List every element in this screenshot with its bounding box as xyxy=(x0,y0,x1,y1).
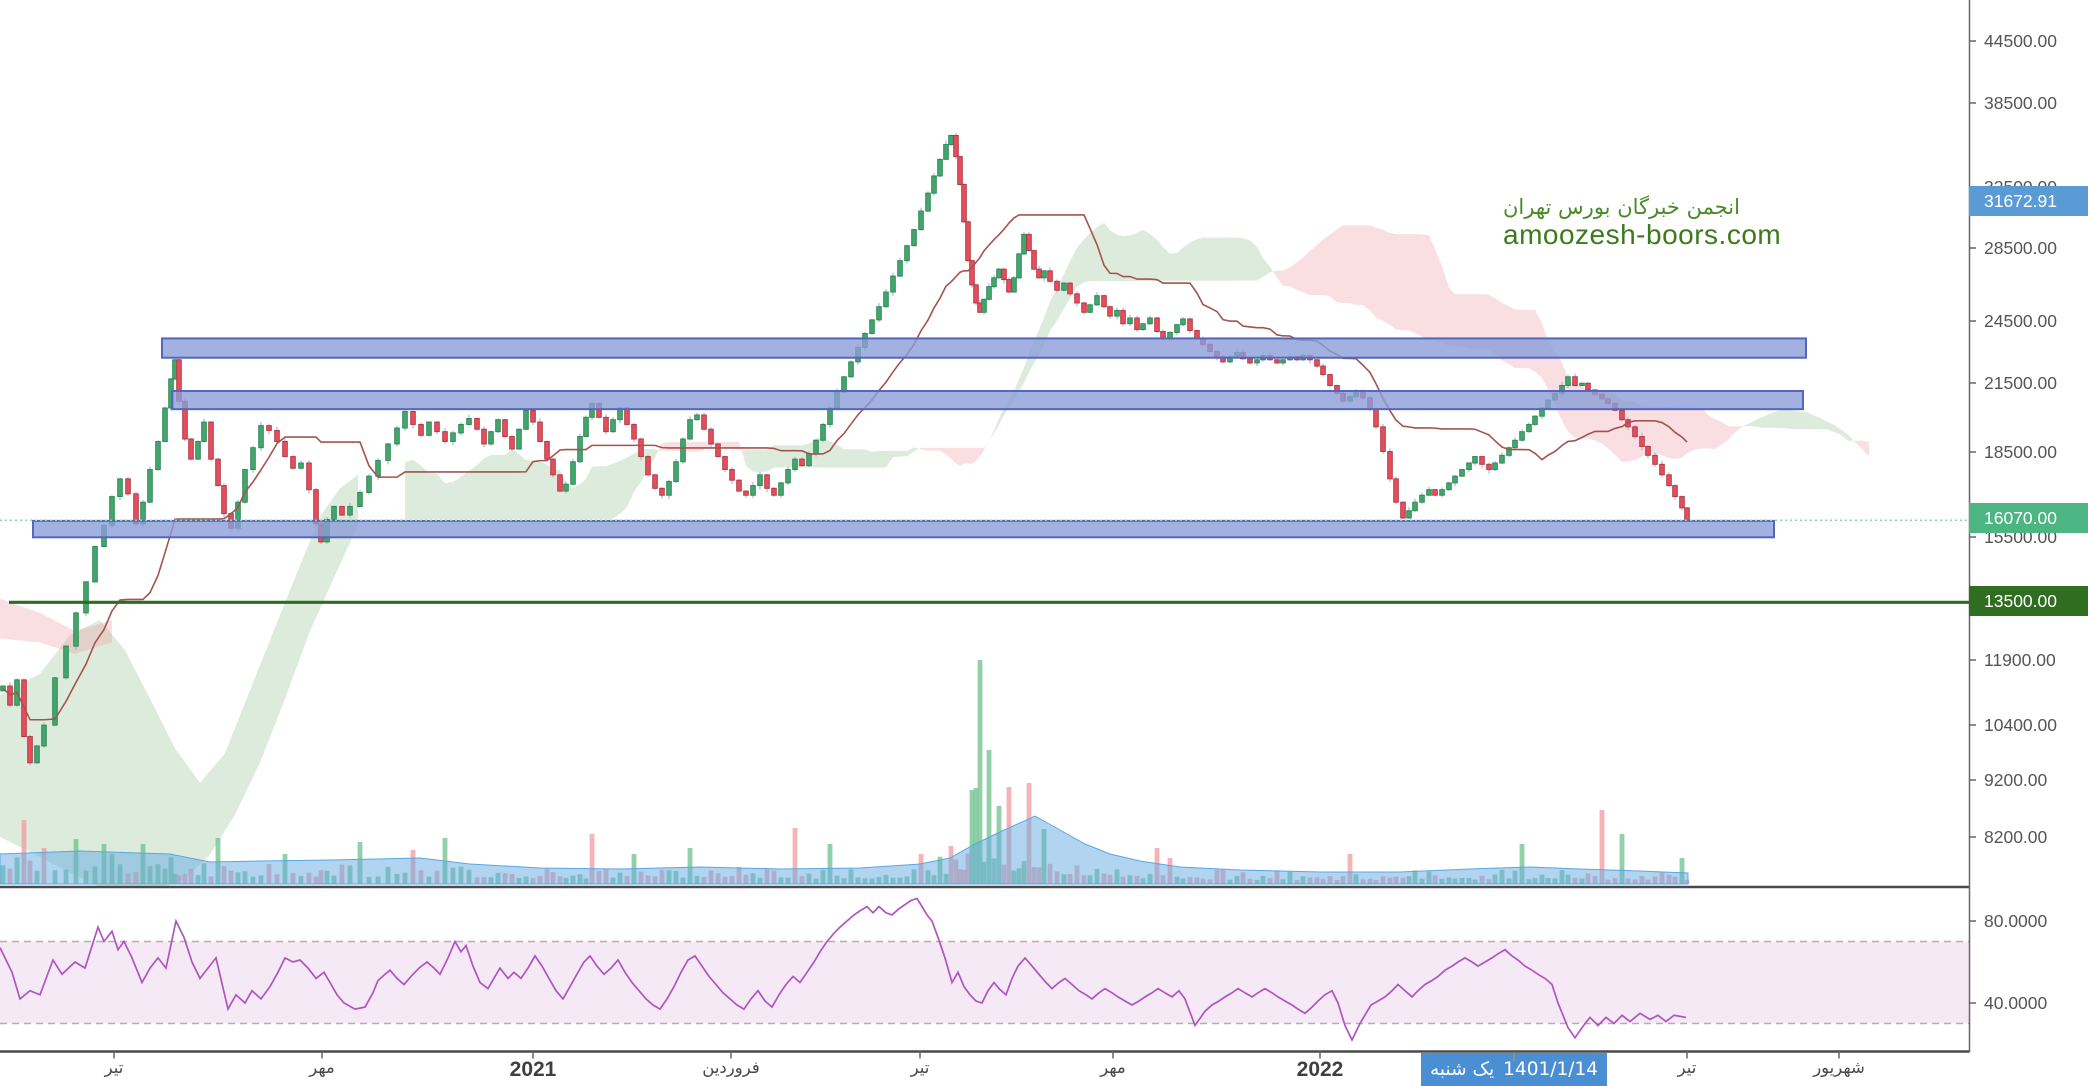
level-price-badge: 13500.00 xyxy=(1969,586,2088,616)
price-axis-label: 21500.00 xyxy=(1984,373,2057,393)
time-axis-month-label: شهریور xyxy=(1813,1058,1865,1077)
time-axis-month-label: مهر xyxy=(309,1058,335,1077)
last-price-value: 16070.00 xyxy=(1984,508,2057,528)
compare-price-badge: 31672.91 xyxy=(1969,186,2088,216)
time-axis-month-label: فروردین xyxy=(702,1058,760,1077)
selected-date-value: 1401/1/14 xyxy=(1503,1059,1599,1080)
horizontal-levels[interactable] xyxy=(0,519,1969,604)
level-price-value: 13500.00 xyxy=(1984,591,2057,611)
time-axis-month-label: مهر xyxy=(1100,1058,1126,1077)
compare-price-value: 31672.91 xyxy=(1984,191,2057,211)
resistance-zone-mid[interactable] xyxy=(171,390,1804,411)
selected-date-badge[interactable]: یک شنبه 1401/1/14 xyxy=(1421,1053,1607,1086)
price-axis-label: 24500.00 xyxy=(1984,311,2057,331)
time-tick xyxy=(1513,1053,1515,1061)
support-zone-lower[interactable] xyxy=(32,519,1775,539)
selected-date-weekday: یک شنبه xyxy=(1429,1059,1495,1080)
price-axis-label: 11900.00 xyxy=(1984,650,2056,670)
time-axis-month-label: تیر xyxy=(910,1058,930,1077)
indicator-axis-label: 40.0000 xyxy=(1984,993,2048,1013)
time-axis-year-label: 2022 xyxy=(1296,1058,1344,1081)
price-axis-label: 9200.00 xyxy=(1984,770,2048,790)
last-price-badge: 16070.00 xyxy=(1969,503,2088,533)
volume-bars[interactable] xyxy=(0,660,1690,885)
time-axis-year-label: 2021 xyxy=(509,1058,557,1081)
rsi-indicator[interactable] xyxy=(0,897,1969,1042)
time-axis-month-label: تیر xyxy=(1677,1058,1697,1077)
support-resistance-zones[interactable] xyxy=(32,337,1807,539)
price-axis-label: 18500.00 xyxy=(1984,442,2057,462)
time-axis-month-label: تیر xyxy=(104,1058,124,1077)
ichimoku-cloud xyxy=(0,222,1869,886)
resistance-zone-upper[interactable] xyxy=(161,337,1807,359)
indicator-axis-label: 80.0000 xyxy=(1984,911,2048,931)
price-axis-label: 28500.00 xyxy=(1984,238,2057,258)
price-axis-label: 44500.00 xyxy=(1984,31,2057,51)
price-axis-label: 10400.00 xyxy=(1984,715,2057,735)
price-axis-label: 38500.00 xyxy=(1984,93,2057,113)
price-axis-label: 8200.00 xyxy=(1984,827,2048,847)
candlestick-series[interactable] xyxy=(0,132,1690,766)
